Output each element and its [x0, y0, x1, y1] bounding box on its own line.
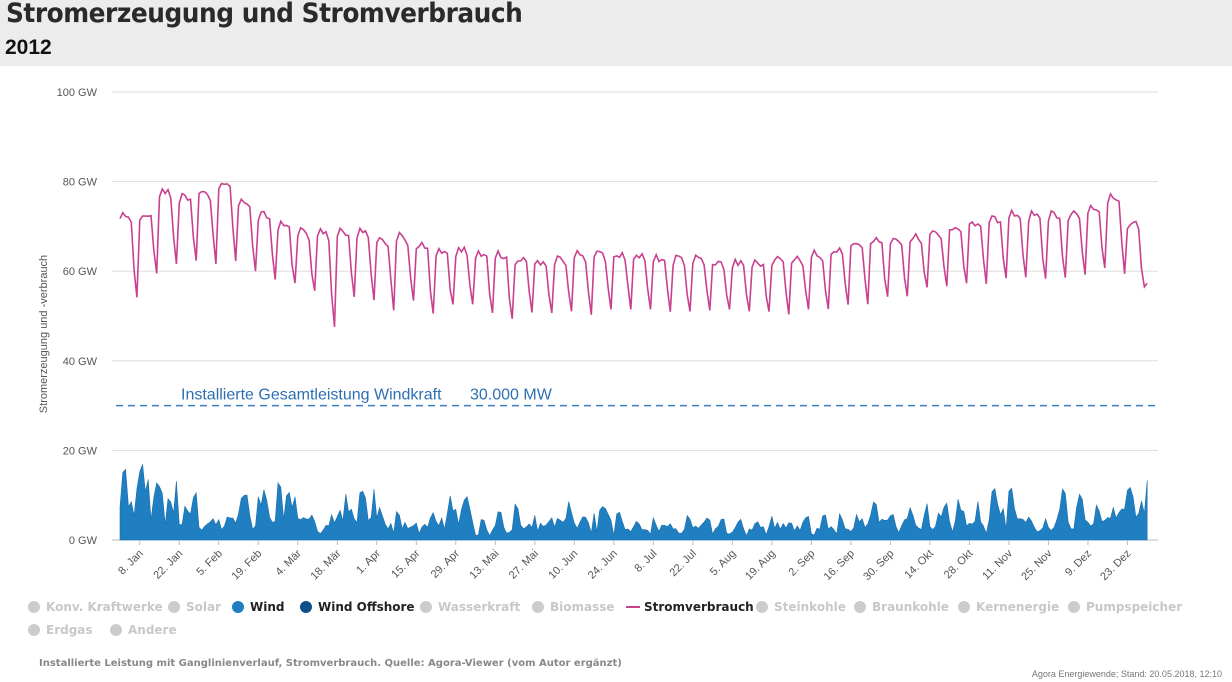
line-marker-icon	[626, 606, 640, 608]
circle-marker-icon	[1068, 601, 1080, 613]
x-axis-ticks: 8. Jan 22. Jan 5. Feb 19. Feb 4. Mär 18. Mär 1…	[116, 540, 1134, 583]
x-tick-label: 18. Mär	[309, 547, 344, 582]
x-tick-label: 1. Apr	[354, 547, 383, 576]
x-tick-label: 23. Dez	[1098, 548, 1133, 583]
x-tick-label: 22. Jul	[668, 548, 699, 579]
reference-line-group: Installierte Gesamtleistung Windkraft 30…	[116, 387, 1156, 407]
x-tick-label: 8. Jan	[116, 548, 146, 578]
x-tick-label: 10. Jun	[546, 548, 580, 582]
circle-marker-icon	[854, 601, 866, 613]
installed-capacity-value: 30.000 MW	[470, 387, 553, 404]
x-tick-label: 9. Dez	[1063, 548, 1094, 579]
x-tick-label: 4. Mär	[273, 547, 304, 578]
y-tick-label: 40 GW	[63, 356, 98, 368]
x-tick-label: 19. Aug	[743, 548, 778, 583]
legend-label: Wasserkraft	[438, 600, 521, 614]
x-tick-label: 24. Jun	[586, 548, 620, 582]
chart-area: 0 GW 20 GW 40 GW 60 GW 80 GW 100 GW Stromerze…	[38, 87, 1158, 583]
y-axis-ticks: 0 GW 20 GW 40 GW 60 GW 80 GW 100 GW	[57, 87, 98, 547]
y-tick-label: 20 GW	[63, 445, 98, 457]
x-tick-label: 29. Apr	[429, 547, 462, 580]
source-note: Installierte Leistung mit Ganglinienverl…	[39, 658, 622, 669]
circle-marker-icon	[420, 601, 432, 613]
x-tick-label: 19. Feb	[230, 548, 265, 583]
legend-label: Andere	[128, 623, 177, 637]
x-tick-label: 11. Nov	[980, 547, 1015, 582]
stromverbrauch-line-series	[119, 182, 1148, 327]
credit-note: Agora Energiewende; Stand: 20.05.2018, 1…	[1031, 669, 1222, 679]
x-tick-label: 30. Sep	[861, 548, 896, 583]
wind-area	[119, 464, 1148, 541]
stromverbrauch-line	[119, 182, 1148, 327]
x-tick-label: 2. Sep	[787, 548, 818, 579]
legend-label: Solar	[186, 600, 222, 614]
x-tick-label: 15. Apr	[389, 547, 422, 580]
y-axis-label: Stromerzeugung und -verbrauch	[38, 255, 50, 413]
legend-label: Kernenergie	[976, 600, 1060, 614]
circle-marker-icon	[28, 601, 40, 613]
x-tick-label: 5. Feb	[194, 548, 225, 579]
circle-marker-icon	[28, 624, 40, 636]
x-tick-label: 22. Jan	[151, 548, 185, 582]
x-tick-label: 27. Mai	[507, 548, 541, 582]
legend-label: Wind Offshore	[318, 600, 415, 614]
circle-marker-icon	[232, 601, 244, 613]
legend-label: Stromverbrauch	[644, 600, 754, 614]
chart-title: Stromerzeugung und Stromverbrauch	[6, 0, 523, 29]
x-tick-label: 28. Okt	[942, 548, 976, 582]
x-tick-label: 25. Nov	[1019, 547, 1055, 583]
x-tick-label: 14. Okt	[902, 548, 936, 582]
x-tick-label: 8. Jul	[632, 548, 659, 575]
circle-marker-icon	[110, 624, 122, 636]
legend-label: Wind	[250, 600, 285, 614]
header-bar: Stromerzeugung und Stromverbrauch 2012	[0, 0, 1232, 66]
wind-area-series	[119, 464, 1148, 541]
circle-marker-icon	[168, 601, 180, 613]
circle-marker-icon	[958, 601, 970, 613]
circle-marker-icon	[532, 601, 544, 613]
legend-label: Steinkohle	[774, 600, 846, 614]
x-tick-label: 16. Sep	[822, 548, 857, 583]
y-tick-label: 0 GW	[69, 535, 98, 547]
gridlines	[112, 91, 1158, 541]
circle-marker-icon	[300, 601, 312, 613]
legend-label: Braunkohle	[872, 600, 949, 614]
y-tick-label: 60 GW	[63, 266, 98, 278]
legend-label: Pumpspeicher	[1086, 600, 1183, 614]
x-tick-label: 5. Aug	[708, 548, 739, 579]
y-tick-label: 80 GW	[63, 177, 98, 189]
legend-label: Erdgas	[46, 623, 93, 637]
installed-capacity-label: Installierte Gesamtleistung Windkraft	[181, 387, 442, 404]
chart-year: 2012	[5, 36, 52, 59]
legend-label: Biomasse	[550, 600, 615, 614]
legend-label: Konv. Kraftwerke	[46, 600, 163, 614]
y-tick-label: 100 GW	[57, 87, 98, 99]
x-tick-label: 13. Mai	[467, 548, 501, 582]
circle-marker-icon	[756, 601, 768, 613]
